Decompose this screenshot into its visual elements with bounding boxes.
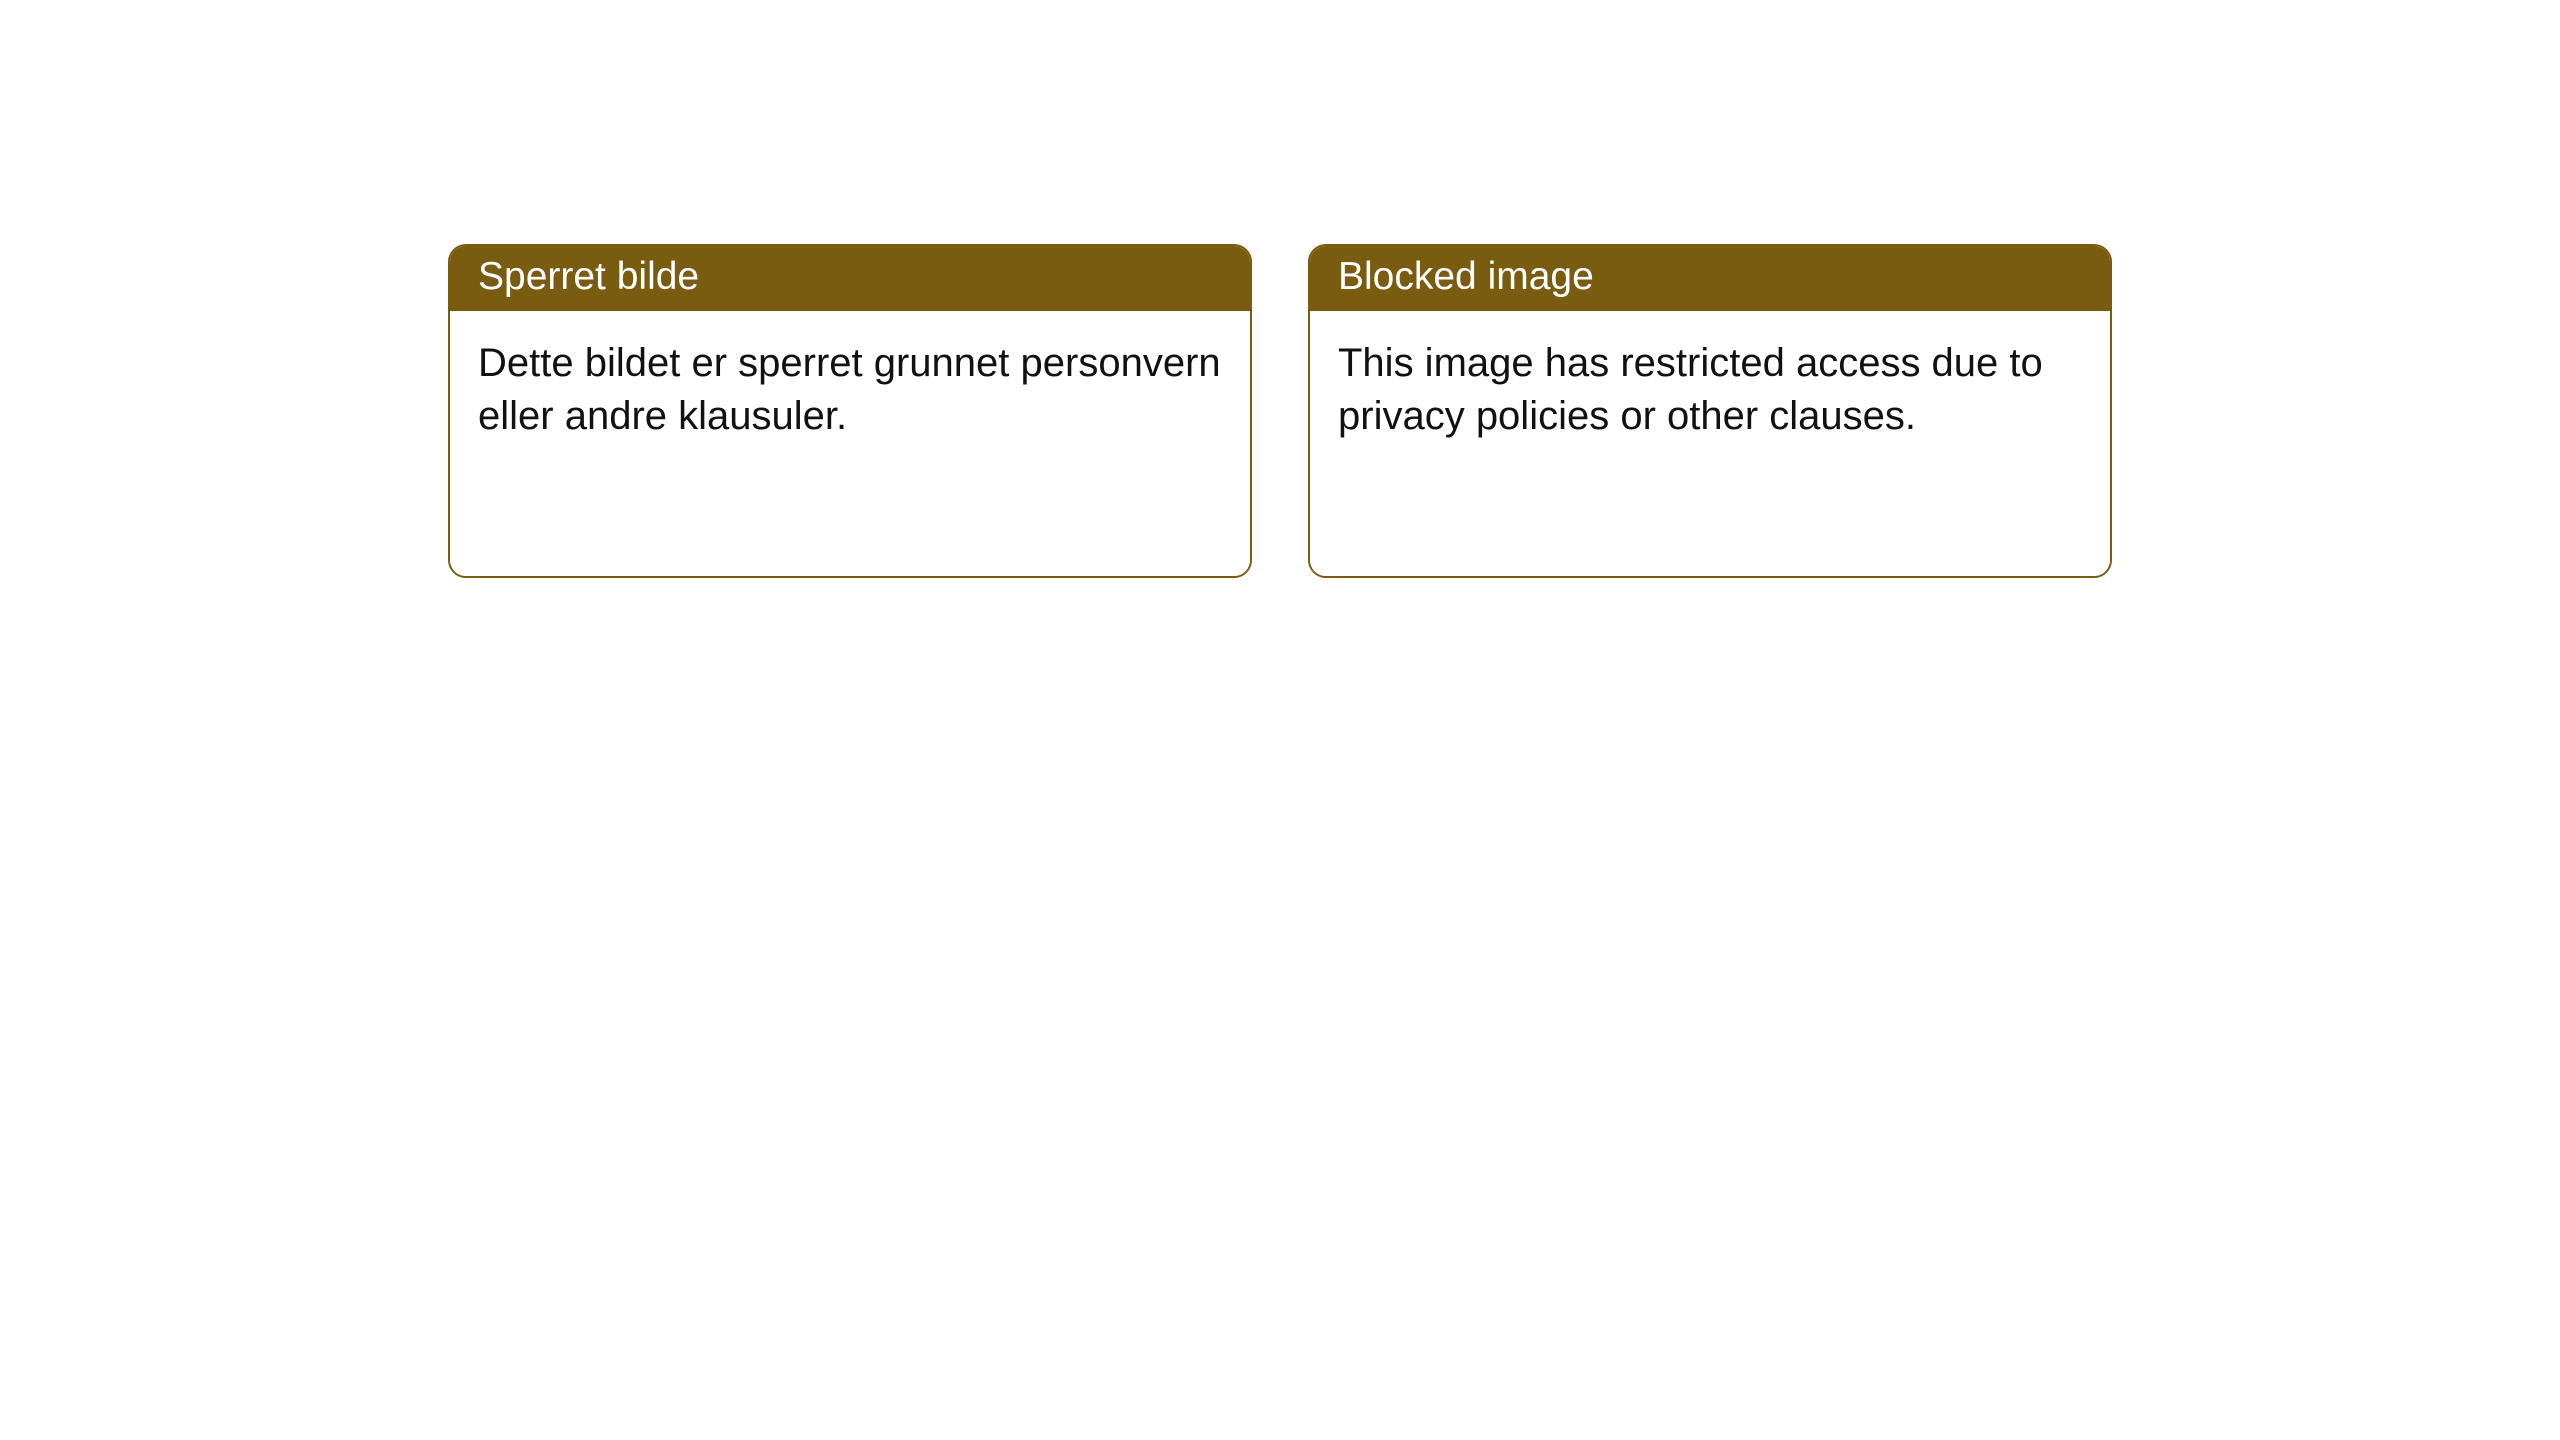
notice-container: Sperret bilde Dette bildet er sperret gr… bbox=[0, 0, 2560, 578]
notice-message-english: This image has restricted access due to … bbox=[1338, 337, 2082, 443]
notice-card-norwegian: Sperret bilde Dette bildet er sperret gr… bbox=[448, 244, 1252, 578]
notice-card-english: Blocked image This image has restricted … bbox=[1308, 244, 2112, 578]
notice-title-english: Blocked image bbox=[1310, 246, 2110, 311]
notice-body-norwegian: Dette bildet er sperret grunnet personve… bbox=[450, 311, 1250, 576]
notice-message-norwegian: Dette bildet er sperret grunnet personve… bbox=[478, 337, 1222, 443]
notice-body-english: This image has restricted access due to … bbox=[1310, 311, 2110, 576]
notice-title-norwegian: Sperret bilde bbox=[450, 246, 1250, 311]
